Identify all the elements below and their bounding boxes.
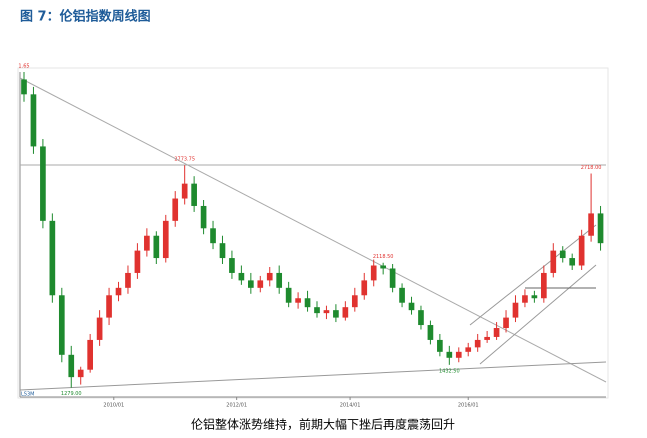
candle-body	[77, 369, 84, 378]
candle-body	[276, 272, 283, 288]
candle-body	[484, 336, 490, 340]
candle-body	[418, 310, 424, 326]
candle-body	[512, 302, 519, 318]
candle-body	[380, 265, 386, 269]
candle-body	[295, 298, 301, 303]
candle-body	[522, 295, 528, 303]
candle-body	[49, 220, 56, 296]
candle-body	[87, 339, 93, 370]
candle-body	[333, 310, 339, 318]
x-tick-label: 2014/01	[340, 403, 361, 409]
candle-body	[248, 280, 254, 288]
candle-body	[493, 328, 500, 337]
candle-body	[96, 317, 103, 340]
annotation: 1279.00	[61, 391, 82, 397]
candle-body	[172, 198, 179, 221]
candle-body	[437, 339, 443, 352]
annotation: 1.65	[18, 64, 29, 70]
candle-body	[541, 272, 547, 299]
candle-body	[229, 258, 235, 273]
candle-body	[399, 287, 405, 303]
candle-body	[210, 228, 216, 244]
series-label: LS3M	[21, 392, 34, 398]
x-tick-label: 2010/01	[103, 403, 124, 409]
candle-body	[30, 94, 37, 147]
annotation: 2718.00	[581, 165, 602, 171]
caption: 伦铝整体涨势维持，前期大幅下挫后再度震荡回升	[191, 417, 455, 432]
candle-body	[181, 183, 188, 199]
x-tick-label: 2012/01	[226, 403, 247, 409]
candle-body	[559, 250, 566, 259]
candle-body	[578, 235, 585, 266]
candle-body	[550, 250, 557, 273]
candle-body	[314, 307, 320, 314]
candle-body	[588, 213, 594, 236]
annotation: 2118.50	[373, 254, 394, 260]
candle-body	[503, 317, 509, 329]
candle-body	[351, 295, 358, 308]
candle-body	[68, 354, 75, 378]
candle-body	[106, 295, 112, 318]
candle-body	[370, 265, 377, 281]
support-line	[19, 361, 607, 391]
candle-body	[304, 298, 311, 308]
candle-body	[446, 351, 453, 358]
candle-body	[134, 250, 141, 273]
candle-body	[531, 295, 538, 299]
candle-body	[191, 183, 197, 206]
candle-body	[21, 79, 27, 95]
candle-body	[219, 243, 226, 259]
channel-line	[469, 224, 597, 326]
candle-body	[455, 351, 462, 358]
candle-body	[342, 307, 349, 318]
candle-body	[389, 268, 396, 288]
plot-frame	[17, 67, 609, 399]
candle-body	[257, 280, 264, 288]
candle-body	[427, 325, 434, 340]
candle-body	[266, 272, 273, 281]
candle-body	[323, 310, 330, 314]
candle-body	[58, 295, 65, 355]
candle-body	[465, 347, 472, 352]
candle-body	[153, 235, 160, 259]
candle-body	[597, 213, 604, 244]
candle-body	[569, 258, 576, 266]
candle-body	[408, 302, 415, 311]
page-title: 图 7：伦铝指数周线图	[20, 9, 151, 25]
candle-body	[285, 287, 292, 303]
candle-body	[115, 287, 122, 296]
trend-line	[19, 77, 607, 383]
candle-body	[40, 146, 46, 221]
candle-body	[125, 272, 131, 288]
candle-body	[474, 339, 481, 348]
annotation: 1432.50	[439, 368, 460, 374]
annotation: 2773.75	[174, 157, 195, 163]
channel-line	[479, 264, 597, 365]
candle-body	[361, 280, 368, 296]
candle-body	[238, 272, 245, 281]
candle-body	[144, 235, 150, 251]
candle-body	[162, 220, 169, 259]
x-tick-label: 2016/01	[458, 403, 479, 409]
candle-body	[200, 205, 207, 229]
